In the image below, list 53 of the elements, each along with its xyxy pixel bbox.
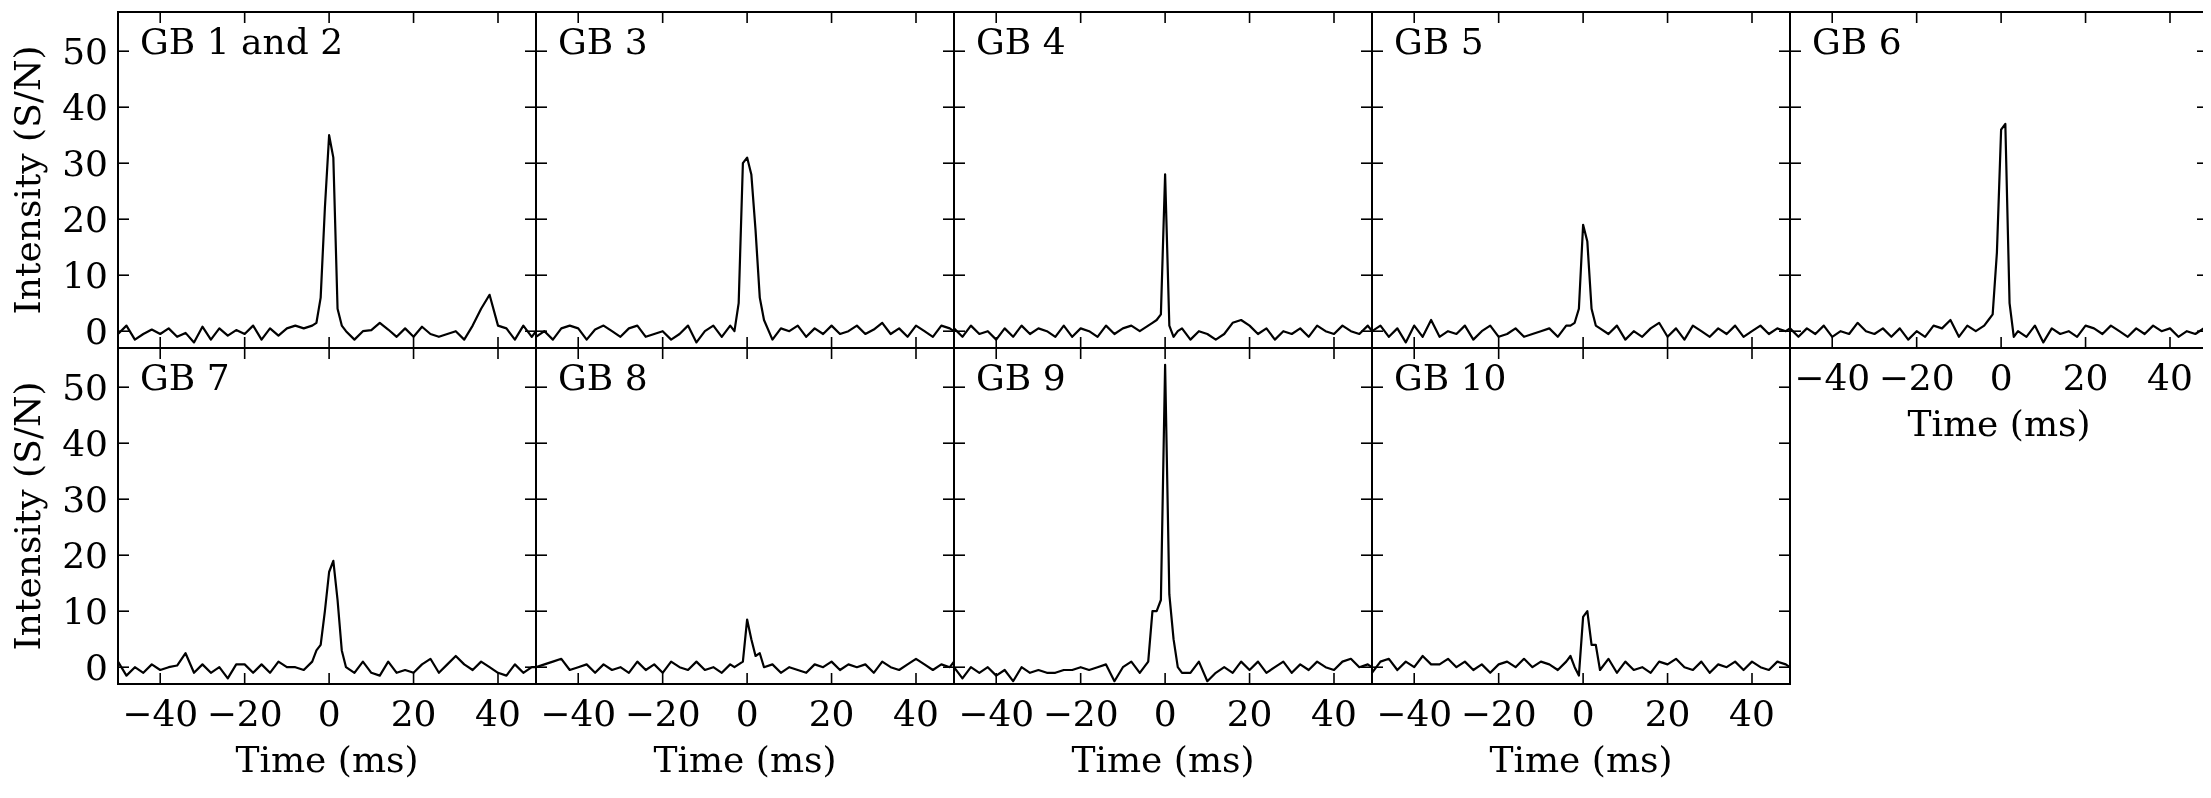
x-tick-label: 20: [1644, 693, 1691, 734]
chart-title: GB 3: [558, 21, 648, 62]
x-tick-label: 20: [1226, 693, 1273, 734]
x-tick-label: 20: [808, 693, 855, 734]
x-tick-label: 0: [1571, 693, 1595, 734]
x-tick-label: 40: [2147, 357, 2193, 398]
y-tick-label: 40: [62, 422, 108, 464]
x-axis-title: Time (ms): [1907, 403, 2091, 444]
y-tick-label: 0: [85, 310, 108, 352]
x-tick-label: 0: [317, 693, 341, 734]
y-axis-title: Intensity (S/N): [7, 45, 48, 315]
chart-title: GB 7: [140, 357, 230, 398]
chart-title: GB 5: [1394, 21, 1484, 62]
y-tick-label: 0: [85, 646, 108, 688]
x-tick-label: 0: [1989, 357, 2013, 398]
y-tick-label: 50: [62, 30, 108, 72]
x-tick-label: 40: [475, 693, 521, 734]
x-tick-label: 40: [893, 693, 939, 734]
x-axis-title: Time (ms): [653, 739, 837, 780]
x-tick-label: −20: [1878, 357, 1955, 398]
chart-title: GB 10: [1394, 357, 1507, 398]
x-tick-label: −20: [1042, 693, 1119, 734]
x-tick-label: 0: [735, 693, 759, 734]
x-tick-label: −40: [122, 693, 199, 734]
y-tick-label: 50: [62, 366, 108, 408]
x-tick-label: 40: [1729, 693, 1775, 734]
x-tick-label: −40: [1376, 693, 1453, 734]
y-tick-label: 40: [62, 86, 108, 128]
x-axis-title: Time (ms): [235, 739, 419, 780]
y-tick-label: 30: [62, 478, 108, 520]
y-tick-label: 10: [62, 590, 108, 632]
y-tick-label: 10: [62, 254, 108, 296]
x-axis-title: Time (ms): [1489, 739, 1673, 780]
x-tick-label: −40: [1794, 357, 1871, 398]
x-tick-label: 20: [390, 693, 437, 734]
x-tick-label: 40: [1311, 693, 1357, 734]
chart-title: GB 6: [1812, 21, 1902, 62]
x-tick-label: −40: [958, 693, 1035, 734]
y-axis-title: Intensity (S/N): [7, 381, 48, 651]
y-tick-label: 30: [62, 142, 108, 184]
chart-title: GB 9: [976, 357, 1066, 398]
x-tick-label: 0: [1153, 693, 1177, 734]
chart-title: GB 1 and 2: [140, 21, 344, 62]
x-tick-label: −20: [624, 693, 701, 734]
y-tick-label: 20: [62, 534, 108, 576]
chart-title: GB 8: [558, 357, 648, 398]
x-tick-label: −20: [206, 693, 283, 734]
x-tick-label: −20: [1460, 693, 1537, 734]
chart-title: GB 4: [976, 21, 1066, 62]
x-axis-title: Time (ms): [1071, 739, 1255, 780]
y-tick-label: 20: [62, 198, 108, 240]
x-tick-label: −40: [540, 693, 617, 734]
x-tick-label: 20: [2062, 357, 2109, 398]
